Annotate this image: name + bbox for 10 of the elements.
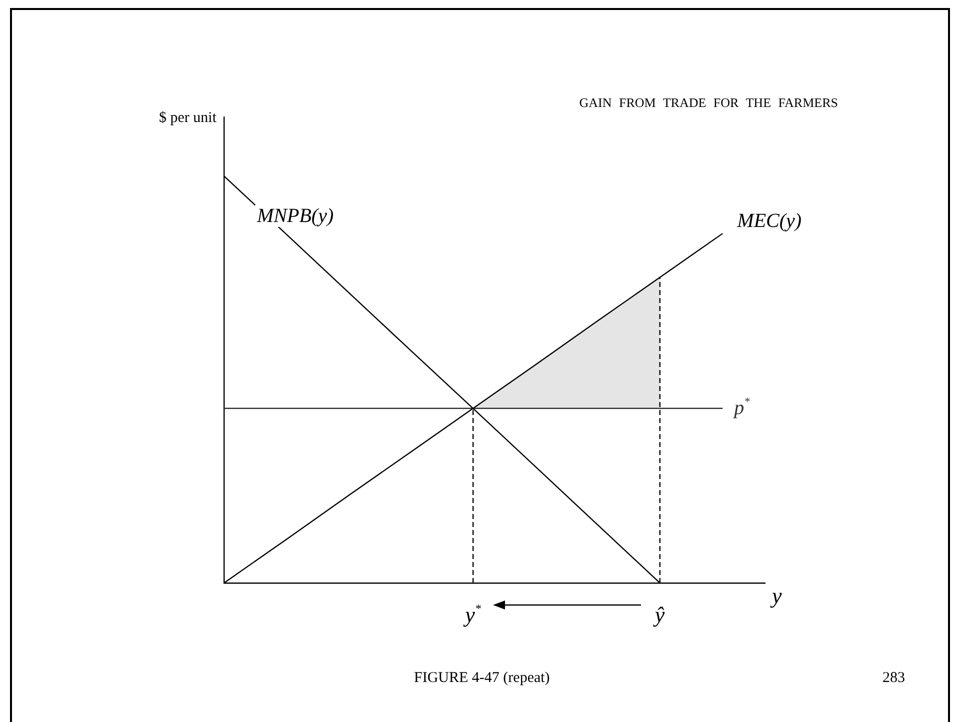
series-label: MEC(y) [737, 210, 802, 232]
chart-title: GAIN FROM TRADE FOR THE FARMERS [579, 95, 838, 110]
caption: FIGURE 4-47 (repeat) [414, 670, 550, 686]
y-axis-title: $ per unit [159, 110, 216, 126]
x-tick-label: y$^{*}$ [465, 601, 481, 627]
x-tick-label: ŷ [654, 602, 665, 627]
series-label: MNPB(y) [255, 205, 336, 227]
series-label: p$^{*}$ [734, 396, 750, 420]
text: 283 [882, 670, 905, 686]
x-axis-title: y [772, 583, 782, 608]
